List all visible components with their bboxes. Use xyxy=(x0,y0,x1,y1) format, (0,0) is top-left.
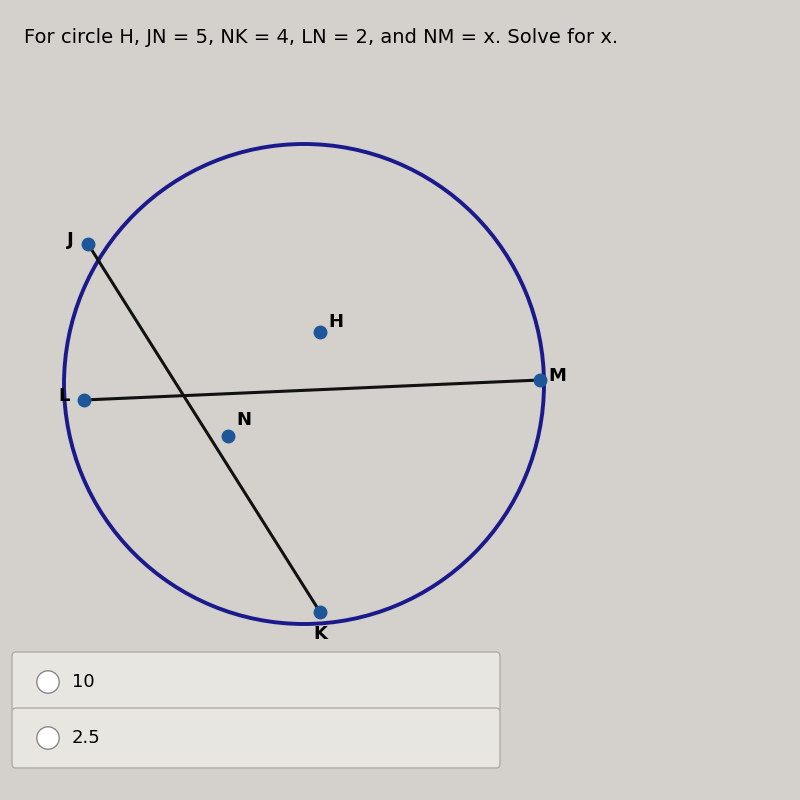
Text: N: N xyxy=(237,411,251,429)
FancyBboxPatch shape xyxy=(12,708,500,768)
Text: For circle H, JN = 5, NK = 4, LN = 2, and NM = x. Solve for x.: For circle H, JN = 5, NK = 4, LN = 2, an… xyxy=(24,28,618,47)
FancyBboxPatch shape xyxy=(12,652,500,712)
Text: 2.5: 2.5 xyxy=(72,729,101,747)
Text: H: H xyxy=(329,314,343,331)
Text: J: J xyxy=(67,231,74,249)
Circle shape xyxy=(37,670,59,693)
Text: K: K xyxy=(313,626,327,643)
Text: 10: 10 xyxy=(72,673,94,691)
Circle shape xyxy=(37,726,59,749)
Text: L: L xyxy=(58,387,70,405)
Text: M: M xyxy=(549,367,566,385)
